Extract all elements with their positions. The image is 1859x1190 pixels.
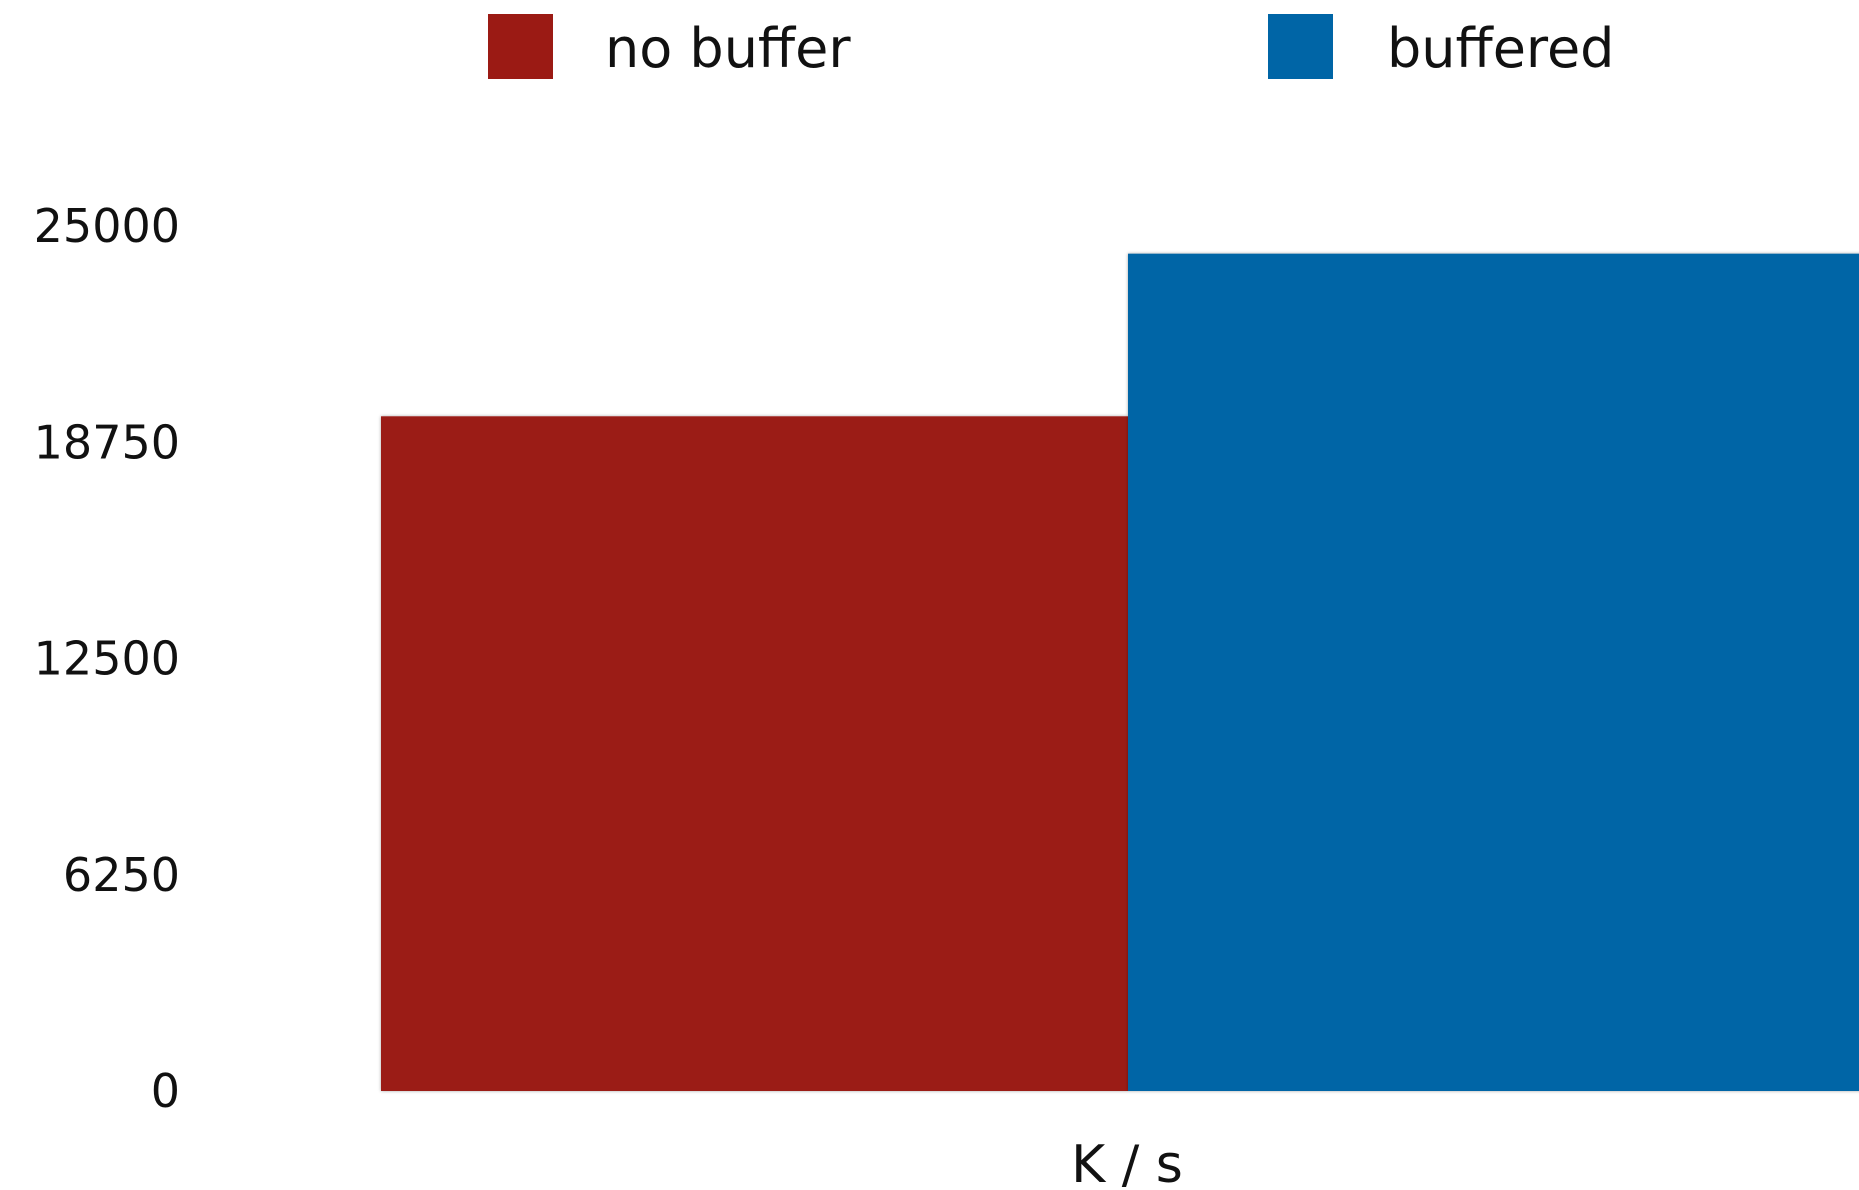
category-label: K / s xyxy=(1071,1135,1183,1190)
y-tick-label: 25000 xyxy=(34,199,180,253)
bar-buffered xyxy=(1128,253,1859,1091)
y-tick-label: 18750 xyxy=(34,415,180,469)
legend-item-buffered: buffered xyxy=(1268,14,1614,80)
y-axis: 0 6250 12500 18750 25000 xyxy=(34,199,180,1118)
bars xyxy=(381,253,1859,1091)
legend-label-buffered: buffered xyxy=(1387,17,1614,80)
legend-item-no-buffer: no buffer xyxy=(488,14,851,80)
bar-no-buffer xyxy=(381,416,1128,1091)
legend-swatch-buffered xyxy=(1268,14,1333,79)
legend: no buffer buffered xyxy=(488,14,1614,80)
y-tick-label: 6250 xyxy=(63,848,180,902)
y-tick-label: 12500 xyxy=(34,632,180,686)
legend-swatch-no-buffer xyxy=(488,14,553,79)
legend-label-no-buffer: no buffer xyxy=(605,17,851,80)
y-tick-label: 0 xyxy=(151,1064,180,1118)
